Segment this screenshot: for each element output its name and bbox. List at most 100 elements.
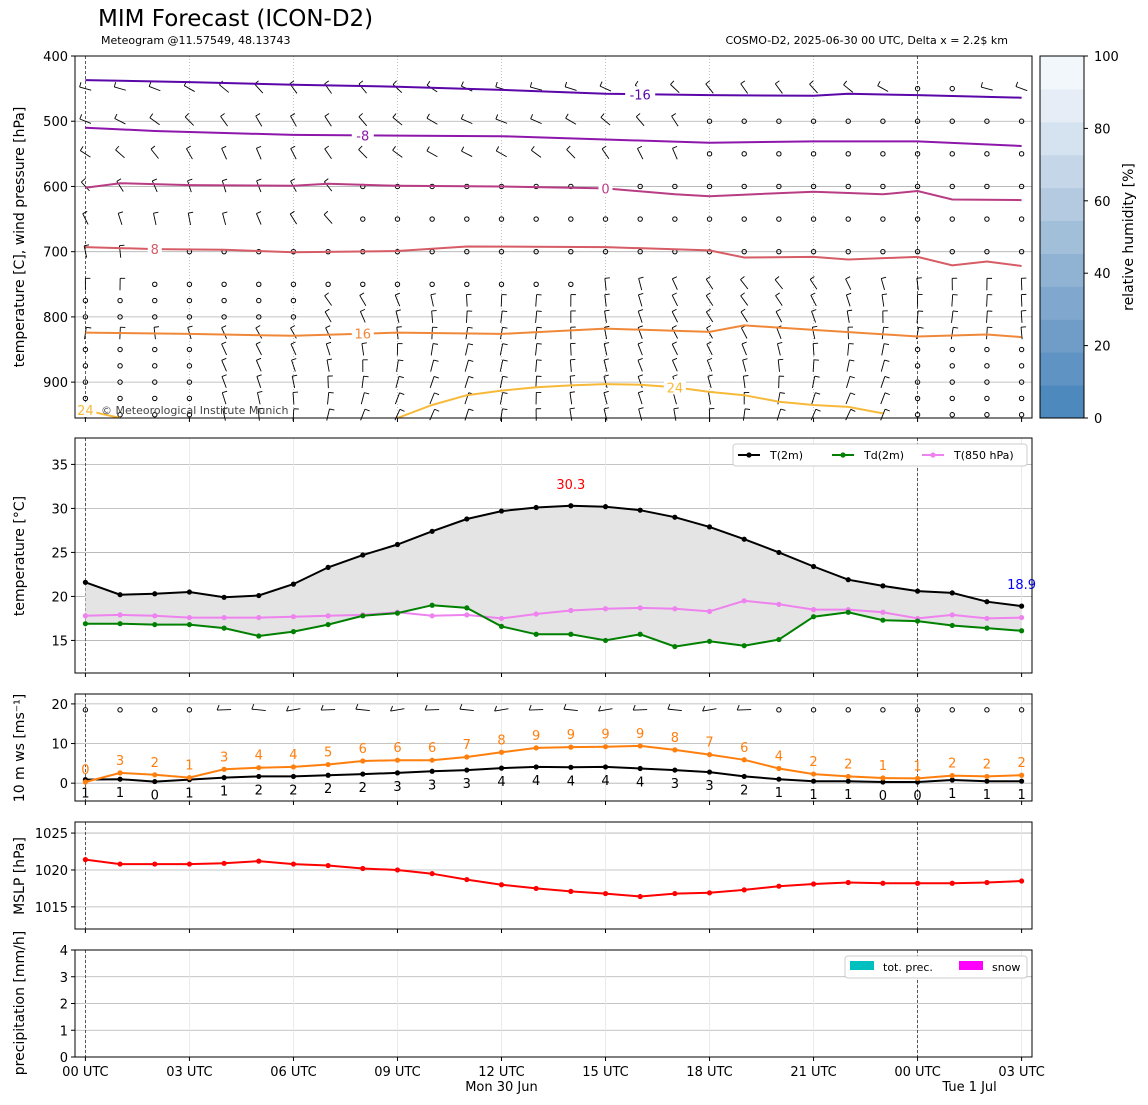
wind-barb-staff [495,118,508,124]
wind-barb-staff [809,83,818,94]
gust-value-label: 2 [948,757,956,772]
wind-barb-calm [602,216,609,222]
wind-barb-staff [256,376,262,388]
series-point [672,606,678,612]
wind-barb-flag [740,292,745,297]
temperature-annotation: 30.3 [556,478,585,493]
wind-barb-flag [811,309,817,312]
series-point [568,503,574,509]
wind-barb-staff [535,294,538,307]
wind-barb-calm [845,183,851,190]
wind-barb-flag [255,113,261,117]
wind-barb-staff [326,359,330,372]
wind-barb-flag [536,343,542,345]
windspeed-value-label: 3 [705,779,713,794]
wind-barb-flag [638,309,644,312]
series-point [984,599,990,605]
wind-barb-calm [82,379,89,385]
wind-barb-staff [671,295,678,307]
wind-barb-staff [880,392,886,405]
series-point [117,592,123,598]
wind-barb-calm [706,118,713,124]
series-point [394,757,401,763]
wind-barb-calm [533,216,539,222]
wind-barb-calm [949,216,955,222]
wind-barb-staff [881,343,885,356]
wind-barb-flag [289,80,295,85]
wind-barb-flag [671,325,677,329]
series-point [186,614,193,621]
wind-barb-staff [881,294,885,307]
wind-barb-flag [815,408,821,412]
series-point [984,615,990,622]
series-point [256,592,262,599]
wind-barb-staff [706,360,713,372]
wind-barb-flag [184,113,190,118]
isotherm-label-bg [598,180,613,196]
x-tick-label: 12 UTC [478,1065,524,1080]
x-tick-label: 18 UTC [686,1065,732,1080]
wind-barb-staff [1015,86,1028,92]
series-point [706,752,713,758]
isotherm-line [85,324,1022,339]
series-point [741,757,747,763]
wind-barb-flag [845,276,851,280]
wind-barb-flag [502,326,508,329]
wind-barb-flag [530,114,534,120]
x-tick-label: 03 UTC [998,1065,1044,1080]
wind-barb-calm [741,216,747,222]
wind-barb-staff [569,408,573,421]
series-point [325,564,331,570]
wind-barb-flag [426,113,430,119]
wind-barb-calm [602,248,609,255]
series-point [672,890,678,897]
wind-barb-flag [290,341,296,345]
wind-barb-flag [953,326,959,329]
wind-barb-flag [395,309,401,312]
windspeed-value-label: 3 [463,777,471,792]
y-axis-label: precipitation [mm/h] [12,931,28,1075]
wind-barb-flag [86,326,92,329]
wind-barb-flag [221,357,227,361]
wind-barb-flag [324,80,330,85]
gust-value-label: 3 [220,750,228,765]
wind-barb-staff [811,376,816,389]
wind-barb-flag [323,210,329,215]
series-point [256,614,262,621]
wind-barb-staff [289,213,298,225]
series-point [810,881,817,887]
wind-barb-staff [499,359,504,372]
wind-barb-flag [638,407,644,410]
wind-barb-staff [604,278,607,291]
wind-barb-staff [324,115,332,127]
wind-barb-flag [810,292,816,296]
series-line [85,604,1022,648]
wind-barb-flag [599,81,603,87]
wind-barb-flag [775,80,780,85]
windspeed-value-label: 0 [151,789,159,804]
gust-value-label: 6 [393,741,401,756]
wind-barb-staff [603,408,608,421]
wind-barb-staff [221,148,227,160]
wind-barb-staff [637,311,643,323]
wind-barb-staff [843,84,854,93]
wind-barb-staff [776,327,782,339]
series-point [568,888,574,894]
gust-value-label: 7 [705,736,713,751]
wind-barb-staff [79,86,92,91]
wind-barb-staff [637,148,644,160]
wind-barb-calm [117,346,123,353]
wind-barb-flag [467,326,473,329]
colorbar-tick-label: 40 [1094,267,1111,282]
colorbar-segment [1040,286,1084,320]
series-point [533,611,539,617]
wind-barb-flag [775,292,780,296]
series-point [880,617,886,623]
wind-barb-staff [742,359,747,372]
series-point [82,779,89,785]
wind-barb-calm [325,281,331,287]
wind-barb-flag [743,375,749,377]
wind-barb-staff [877,85,889,92]
wind-barb-flag [672,341,677,345]
wind-barb-calm [186,314,193,320]
